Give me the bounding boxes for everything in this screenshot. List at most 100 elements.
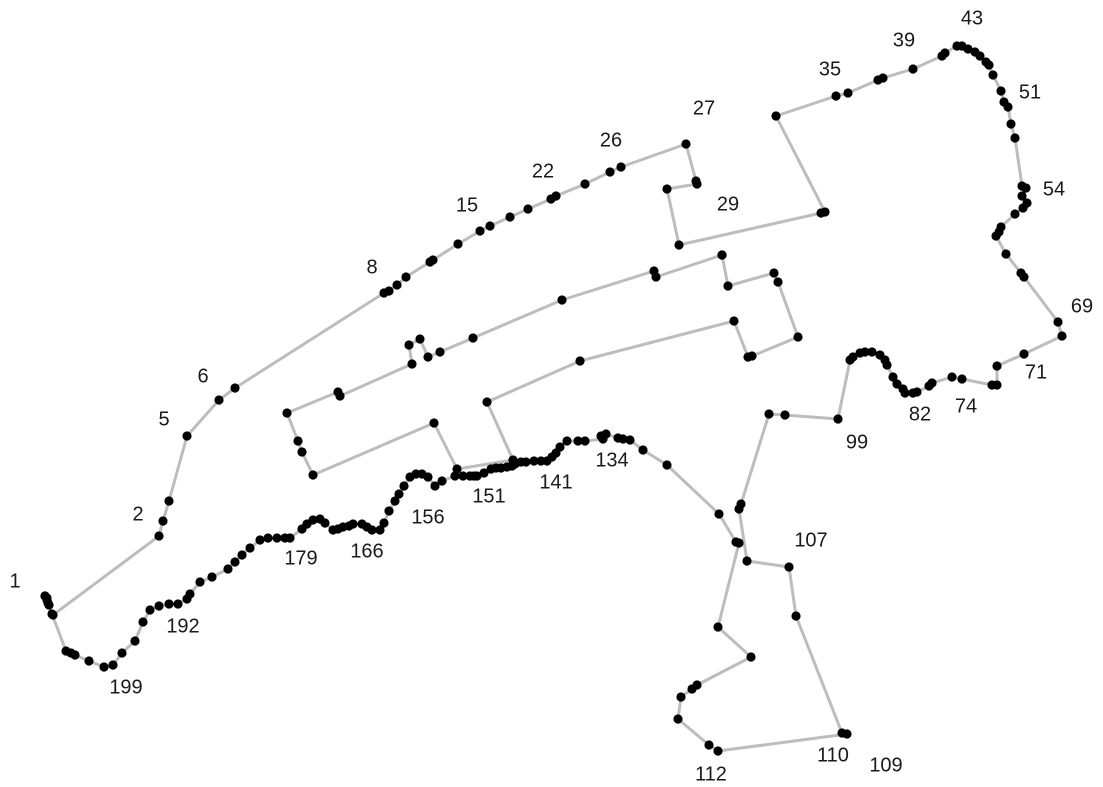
path-point	[988, 70, 998, 80]
path-point	[676, 692, 686, 702]
path-point	[1006, 119, 1016, 129]
inner-path-point	[293, 436, 303, 446]
path-point	[987, 380, 997, 390]
point-label: 54	[1043, 178, 1065, 200]
inner-path-point	[773, 277, 783, 287]
path-point	[138, 617, 148, 627]
point-label: 141	[539, 471, 572, 493]
path-point	[230, 383, 240, 393]
path-point	[315, 514, 325, 524]
inner-path-point	[423, 352, 433, 362]
path-point	[523, 204, 533, 214]
path-point	[84, 656, 94, 666]
path-point	[182, 431, 192, 441]
inner-path-point	[482, 397, 492, 407]
path-point	[399, 481, 409, 491]
path-point	[384, 286, 394, 296]
inner-path-point	[435, 347, 445, 357]
point-labels: 1 2 5 6 8 15 22 26 27 29 35 39 43 51 54 69 71 74 82 99 107 10…	[9, 7, 1093, 785]
inner-path-point	[508, 455, 518, 465]
inner-path-point	[723, 281, 733, 291]
path-point	[255, 535, 265, 545]
path-point	[746, 652, 756, 662]
path-point	[390, 496, 400, 506]
path-point	[328, 525, 338, 535]
path-point	[674, 240, 684, 250]
path-point	[450, 471, 460, 481]
path-point	[154, 601, 164, 611]
path-point	[625, 435, 635, 445]
path-point	[1019, 272, 1029, 282]
path-point	[479, 468, 489, 478]
path-point	[401, 272, 411, 282]
point-label: 151	[472, 485, 505, 507]
path-point	[820, 207, 830, 217]
path-point	[195, 577, 205, 587]
path-point	[230, 557, 240, 567]
point-label: 29	[717, 193, 739, 215]
point-label: 74	[955, 395, 977, 417]
path-point	[1001, 249, 1011, 259]
path-point	[1057, 331, 1067, 341]
path-point	[357, 519, 367, 529]
path-point	[764, 409, 774, 419]
path-point	[908, 64, 918, 74]
path-point	[833, 414, 843, 424]
path-point	[173, 599, 183, 609]
path-point	[598, 434, 608, 444]
inner-path-point	[729, 316, 739, 326]
path-point	[638, 445, 648, 455]
path-point	[158, 516, 168, 526]
path-point	[117, 648, 127, 658]
point-label: 8	[366, 256, 377, 278]
path-point	[458, 471, 468, 481]
inner-path-point	[407, 359, 417, 369]
path-point	[1019, 349, 1029, 359]
path-point	[145, 605, 155, 615]
path-point	[394, 489, 404, 499]
path-point	[465, 471, 475, 481]
path-point	[47, 609, 57, 619]
path-point	[237, 550, 247, 560]
path-point	[673, 714, 683, 724]
path-point	[731, 537, 741, 547]
path-point	[99, 662, 109, 672]
path-point	[975, 51, 985, 61]
path-point	[613, 433, 623, 443]
path-point	[855, 348, 865, 358]
point-label: 71	[1025, 361, 1047, 383]
point-label: 134	[595, 449, 628, 471]
path-point	[562, 436, 572, 446]
path-point	[1021, 183, 1031, 193]
point-label: 112	[695, 763, 727, 785]
path-point	[842, 729, 852, 739]
point-label: 192	[166, 615, 199, 637]
path-point	[580, 179, 590, 189]
path-point	[61, 646, 71, 656]
inner-path-point	[335, 391, 345, 401]
point-label: 26	[600, 129, 622, 151]
point-label: 35	[819, 58, 841, 80]
path-point	[616, 162, 626, 172]
inner-path-point	[468, 333, 478, 343]
point-label: 15	[456, 194, 478, 216]
inner-path-point	[297, 447, 307, 457]
path-point	[681, 139, 691, 149]
path-point	[475, 226, 485, 236]
path-point	[662, 460, 672, 470]
path-point	[485, 221, 495, 231]
path-point	[297, 524, 307, 534]
path-point	[1053, 317, 1063, 327]
path-point	[379, 518, 389, 528]
inner-path-point	[651, 272, 661, 282]
path-point	[742, 556, 752, 566]
path-point	[662, 184, 672, 194]
inner-path-point	[282, 408, 292, 418]
inner-path-point	[429, 418, 439, 428]
path-point	[831, 91, 841, 101]
inner-path-point	[415, 334, 425, 344]
point-label: 39	[893, 29, 915, 51]
path-point	[486, 464, 496, 474]
path-point	[771, 111, 781, 121]
